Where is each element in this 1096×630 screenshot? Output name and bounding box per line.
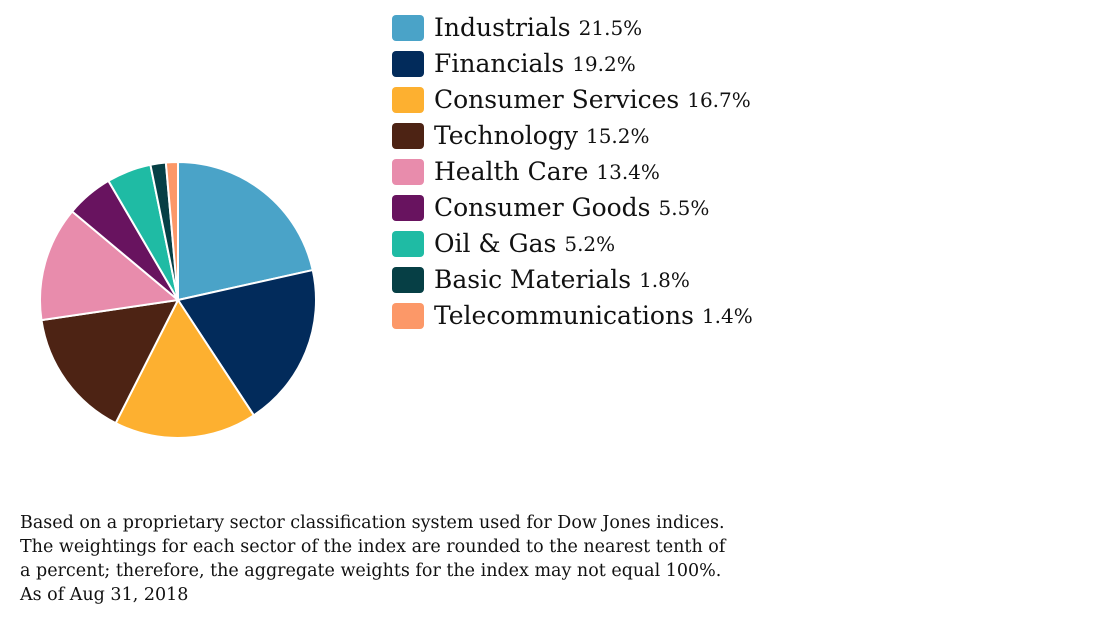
pie-slice-telecommunications: [164, 160, 179, 301]
footnote-line-1: Based on a proprietary sector classifica…: [20, 513, 725, 533]
legend-swatch: [392, 51, 424, 77]
legend-label: Financials: [434, 49, 565, 78]
legend-label: Industrials: [434, 13, 571, 42]
footnote: Based on a proprietary sector classifica…: [20, 511, 840, 607]
pie-slice-industrials: [177, 161, 314, 301]
legend-swatch: [392, 303, 424, 329]
footnote-line-2: The weightings for each sector of the in…: [20, 537, 726, 557]
legend-value: 19.2%: [572, 52, 636, 76]
legend-value: 5.2%: [564, 232, 616, 256]
legend-value: 21.5%: [578, 16, 643, 40]
legend-value: 13.4%: [596, 160, 660, 184]
legend-item-health-care: Health Care 13.4%: [392, 154, 912, 190]
legend-label: Consumer Goods: [434, 193, 651, 222]
legend-item-oil-gas: Oil & Gas 5.2%: [392, 226, 912, 262]
legend-item-technology: Technology 15.2%: [392, 118, 912, 154]
legend-label: Consumer Services: [434, 85, 680, 114]
legend-swatch: [392, 15, 424, 41]
chart-legend: Industrials 21.5% Financials 19.2% Consumer …: [392, 10, 912, 334]
legend-label: Basic Materials: [434, 265, 632, 294]
legend-value: 1.4%: [701, 304, 753, 328]
legend-swatch: [392, 123, 424, 149]
legend-value: 15.2%: [585, 124, 650, 148]
legend-swatch: [392, 267, 424, 293]
legend-item-consumer-goods: Consumer Goods 5.5%: [392, 190, 912, 226]
pie-slice-health-care: [39, 210, 179, 322]
legend-item-telecommunications: Telecommunications 1.4%: [392, 298, 912, 334]
legend-swatch: [392, 87, 424, 113]
legend-value: 16.7%: [687, 88, 751, 112]
legend-swatch: [392, 159, 424, 185]
pie-slice-financials: [177, 269, 317, 417]
legend-value: 5.5%: [658, 196, 710, 220]
legend-item-financials: Financials 19.2%: [392, 46, 912, 82]
legend-swatch: [392, 195, 424, 221]
legend-label: Technology: [434, 121, 578, 150]
legend-item-industrials: Industrials 21.5%: [392, 10, 912, 46]
legend-item-consumer-services: Consumer Services 16.7%: [392, 82, 912, 118]
legend-label: Oil & Gas: [434, 229, 557, 258]
legend-label: Health Care: [434, 157, 589, 186]
pie-slice-technology: [40, 299, 179, 425]
pie-slice-consumer-services: [114, 299, 255, 439]
legend-label: Telecommunications: [434, 301, 694, 330]
legend-value: 1.8%: [639, 268, 690, 292]
sector-pie-chart: [39, 160, 317, 439]
legend-item-basic-materials: Basic Materials 1.8%: [392, 262, 912, 298]
footnote-line-3: a percent; therefore, the aggregate weig…: [20, 561, 722, 581]
legend-swatch: [392, 231, 424, 257]
footnote-line-4: As of Aug 31, 2018: [20, 585, 189, 605]
